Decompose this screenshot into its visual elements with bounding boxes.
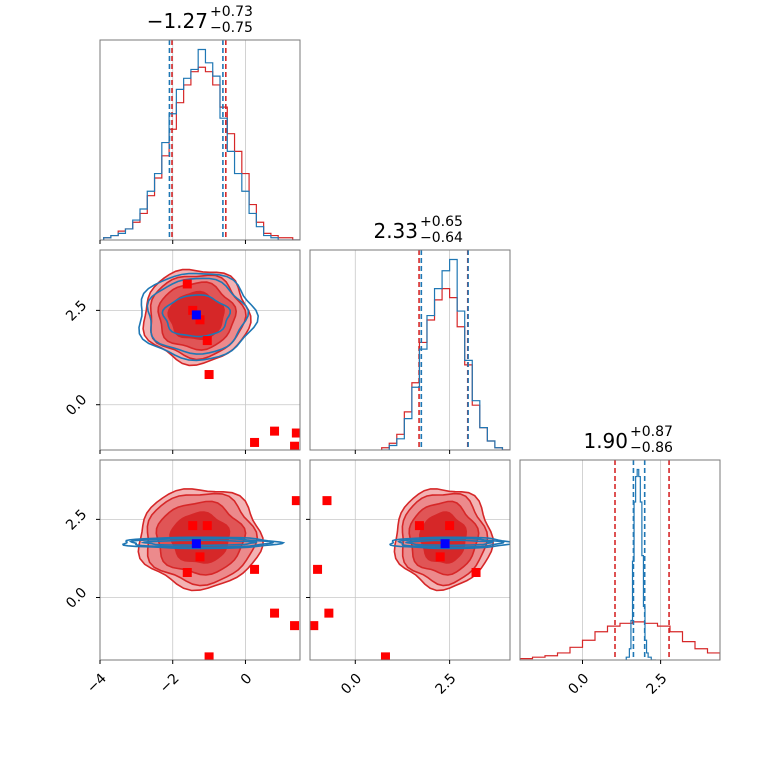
contour-series-1 bbox=[121, 536, 286, 550]
x-tick-label: −2 bbox=[157, 671, 183, 697]
y-tick-label: 2.5 bbox=[63, 298, 90, 325]
contour-series-1 bbox=[128, 537, 275, 549]
title-minus: −0.86 bbox=[630, 440, 673, 456]
contour-series-1 bbox=[138, 272, 260, 362]
histogram-series-0 bbox=[381, 288, 510, 450]
x-tick-label: 2.5 bbox=[643, 671, 670, 698]
marker-red bbox=[380, 652, 390, 660]
marker-red bbox=[435, 552, 445, 562]
x-tick-label: 0.0 bbox=[338, 671, 365, 698]
x-tick-label: 0.0 bbox=[565, 671, 592, 698]
marker-red bbox=[445, 521, 455, 531]
panel-p2-p1: 0.0 2.5 bbox=[63, 249, 301, 454]
marker-blue bbox=[191, 539, 201, 549]
panel-p3-p1: −4 −2 0 0.0 2.5 bbox=[63, 459, 301, 697]
title-minus: −0.64 bbox=[420, 230, 463, 246]
contour-series-1 bbox=[161, 294, 231, 338]
y-tick-label: 0.0 bbox=[63, 392, 90, 419]
marker-red bbox=[471, 568, 481, 577]
param-title-p2: 2.33 +0.65−0.64 bbox=[373, 214, 463, 246]
marker-red bbox=[204, 652, 214, 660]
panel-frame bbox=[309, 459, 511, 661]
marker-red bbox=[414, 521, 424, 531]
panel-frame bbox=[99, 459, 301, 661]
histogram-series-0 bbox=[520, 621, 720, 660]
x-tick-label: 0 bbox=[238, 671, 256, 689]
title-value: −1.27 bbox=[147, 9, 208, 33]
marker-red bbox=[195, 552, 205, 562]
title-plus: +0.73 bbox=[210, 4, 253, 20]
marker-red bbox=[250, 437, 260, 447]
panel-p1-p1 bbox=[99, 39, 301, 244]
x-tick-label: 2.5 bbox=[432, 671, 459, 698]
contour-series-1 bbox=[397, 537, 505, 549]
marker-red bbox=[322, 496, 332, 506]
contour-series-1 bbox=[389, 536, 510, 550]
panel-frame bbox=[519, 459, 721, 661]
x-tick-label: −4 bbox=[84, 671, 110, 697]
param-title-p3: 1.90 +0.87−0.86 bbox=[583, 424, 673, 456]
y-tick-label: 2.5 bbox=[63, 507, 90, 534]
marker-red bbox=[291, 496, 300, 506]
param-title-p1: −1.27 +0.73−0.75 bbox=[147, 4, 253, 36]
histogram-series-1 bbox=[103, 48, 300, 240]
histogram-series-1 bbox=[625, 468, 656, 660]
panel-frame bbox=[99, 39, 301, 241]
marker-red bbox=[290, 441, 300, 450]
histogram-series-1 bbox=[381, 258, 510, 450]
title-minus: −0.75 bbox=[210, 20, 253, 36]
panel-p2-p2 bbox=[309, 249, 511, 454]
marker-red bbox=[310, 621, 319, 631]
title-value: 1.90 bbox=[583, 429, 628, 453]
marker-red bbox=[182, 279, 192, 289]
marker-blue bbox=[440, 539, 450, 549]
contour-series-1 bbox=[146, 277, 250, 355]
marker-red bbox=[324, 608, 334, 618]
y-tick-label: 0.0 bbox=[63, 585, 90, 612]
contour-series-1 bbox=[140, 539, 258, 547]
marker-red bbox=[270, 426, 280, 436]
marker-red bbox=[202, 521, 212, 531]
marker-blue bbox=[191, 310, 201, 320]
marker-red bbox=[195, 315, 205, 325]
marker-red bbox=[290, 621, 300, 631]
marker-red bbox=[188, 305, 198, 315]
marker-red bbox=[204, 370, 214, 380]
title-plus: +0.87 bbox=[630, 424, 673, 440]
marker-red bbox=[313, 564, 323, 574]
histogram-series-0 bbox=[103, 66, 300, 240]
marker-red bbox=[250, 564, 260, 574]
marker-red bbox=[202, 336, 212, 346]
marker-red bbox=[188, 521, 198, 531]
title-value: 2.33 bbox=[373, 219, 418, 243]
panel-p3-p2: 0.0 2.5 bbox=[306, 459, 511, 698]
title-plus: +0.65 bbox=[420, 214, 463, 230]
panel-frame bbox=[99, 249, 301, 451]
panel-p3-p3: 0.0 2.5 bbox=[519, 459, 721, 698]
panel-frame bbox=[309, 249, 511, 451]
marker-red bbox=[270, 608, 280, 618]
marker-red bbox=[291, 428, 300, 438]
marker-red bbox=[182, 568, 192, 577]
contour-series-1 bbox=[404, 539, 494, 547]
